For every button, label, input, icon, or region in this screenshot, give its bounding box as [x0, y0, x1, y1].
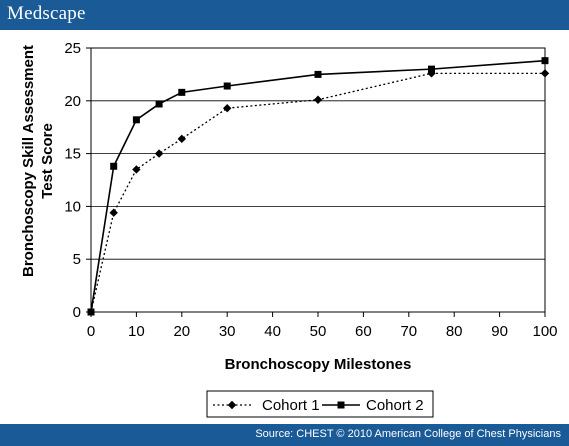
- y-tick-label-15: 15: [64, 146, 81, 163]
- plot-area: [90, 47, 546, 313]
- y-tick-label-25: 25: [64, 40, 81, 57]
- data-point-s2-2: [132, 116, 140, 124]
- x-tick-label-100: 100: [532, 323, 557, 340]
- x-tick-label-80: 80: [446, 323, 463, 340]
- y-tick-label-5: 5: [73, 251, 81, 268]
- data-point-s1-6: [313, 95, 323, 104]
- data-point-s1-7: [427, 69, 436, 78]
- header-bar: Medscape: [0, 0, 569, 30]
- y-axis-ticks: 0 5 10 15 20 25: [64, 40, 91, 321]
- x-tick-label-70: 70: [400, 323, 417, 340]
- data-point-s2-4: [178, 88, 186, 96]
- x-tick-label-50: 50: [310, 323, 327, 340]
- data-point-s1-4: [177, 134, 186, 144]
- series-line-1: [90, 72, 545, 313]
- y-tick-label-0: 0: [73, 304, 81, 321]
- series-2: [87, 57, 549, 316]
- x-tick-label-90: 90: [491, 323, 508, 340]
- data-point-s2-5: [223, 82, 231, 90]
- y-axis-title: Bronchoscopy Skill Assessment Test Score: [20, 45, 56, 277]
- footer-bar: Source: CHEST © 2010 American College of…: [0, 424, 569, 446]
- source-credit: Source: CHEST © 2010 American College of…: [255, 428, 561, 440]
- data-point-s2-6: [314, 70, 322, 78]
- legend: Cohort 1 Cohort 2: [206, 390, 434, 418]
- y-tick-label-20: 20: [64, 93, 81, 110]
- x-axis-ticks: 0 10 20 30 40 50 60 70 80 90 100: [87, 312, 558, 340]
- data-point-s1-1: [109, 208, 118, 217]
- data-point-s2-3: [155, 100, 163, 108]
- x-tick-label-10: 10: [128, 323, 145, 340]
- x-tick-label-40: 40: [264, 323, 281, 340]
- x-tick-label-20: 20: [173, 323, 190, 340]
- data-point-s1-5: [223, 103, 232, 113]
- legend-marker-2: [337, 401, 345, 409]
- data-point-s2-8: [541, 57, 549, 65]
- x-tick-label-30: 30: [219, 323, 236, 340]
- legend-marker-1: [227, 400, 237, 410]
- x-tick-label-0: 0: [87, 323, 95, 340]
- data-point-s1-8: [540, 69, 550, 78]
- legend-label-1: Cohort 1: [262, 397, 320, 414]
- legend-label-2: Cohort 2: [366, 397, 424, 414]
- y-tick-label-10: 10: [64, 198, 81, 215]
- series-1: [86, 69, 550, 317]
- legend-box: [206, 390, 434, 418]
- data-point-s2-1: [110, 162, 118, 170]
- x-axis-title: Bronchoscopy Milestones: [225, 356, 412, 373]
- brand-logo: Medscape: [7, 3, 86, 24]
- data-point-s1-2: [132, 165, 141, 174]
- data-point-s1-3: [154, 149, 164, 158]
- data-point-s2-7: [428, 65, 435, 73]
- data-point-s2-0: [87, 308, 95, 316]
- series-group: [86, 57, 550, 317]
- x-tick-label-60: 60: [355, 323, 372, 340]
- y-axis-title-line-2: Test Score: [39, 123, 56, 199]
- y-axis-title-line-1: Bronchoscopy Skill Assessment: [20, 45, 37, 277]
